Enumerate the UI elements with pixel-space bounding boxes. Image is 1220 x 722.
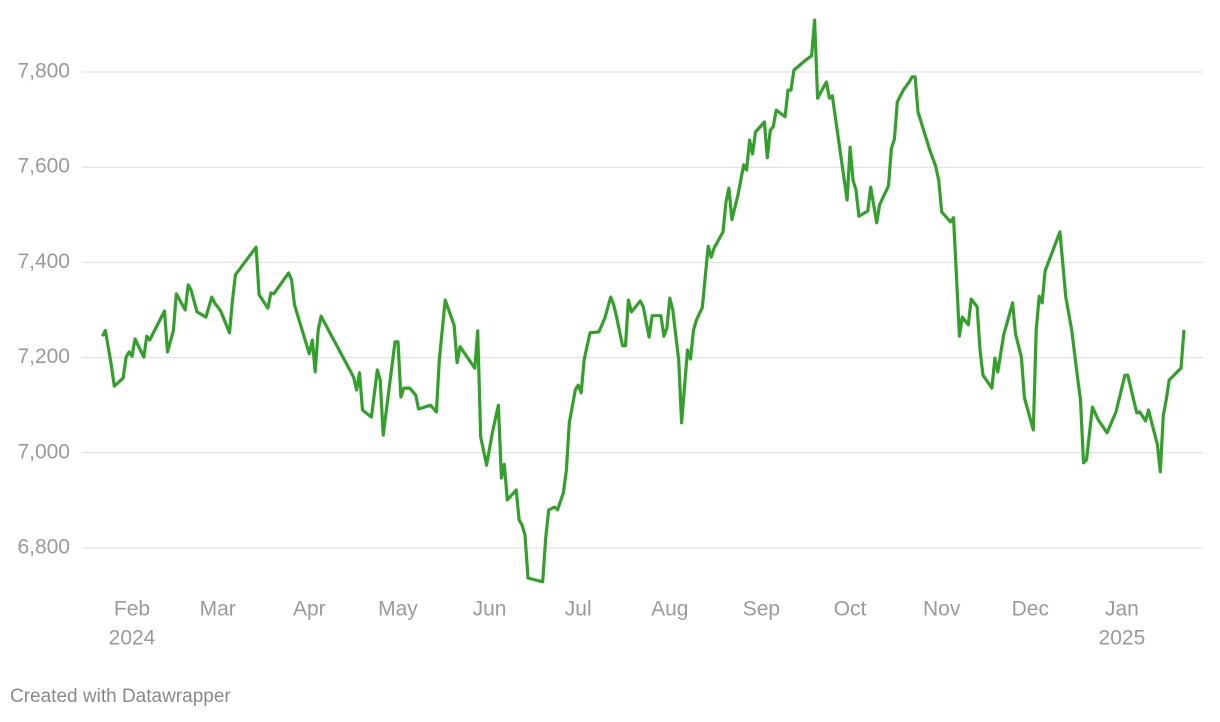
- x-tick-label: Jun: [473, 598, 507, 621]
- line-series: [101, 18, 1186, 584]
- x-tick-label: Oct: [834, 598, 867, 621]
- y-tick-label: 7,800: [17, 60, 70, 83]
- x-tick-label: May: [378, 598, 418, 621]
- y-tick-label: 7,600: [17, 155, 70, 178]
- y-tick-label: 7,000: [17, 440, 70, 463]
- x-tick-label: Jan: [1105, 598, 1139, 621]
- x-year-label: 2025: [1099, 627, 1146, 650]
- x-tick-label: Sep: [743, 598, 780, 621]
- x-tick-label: Nov: [923, 598, 961, 621]
- footer: Created with Datawrapper: [10, 686, 231, 707]
- x-tick-label: Dec: [1012, 598, 1049, 621]
- x-tick-label: Apr: [293, 598, 326, 621]
- x-tick-label: Aug: [651, 598, 688, 621]
- x-tick-label: Mar: [200, 598, 236, 621]
- x-tick-label: Feb: [114, 598, 150, 621]
- x-year-label: 2024: [109, 627, 156, 650]
- y-tick-label: 7,200: [17, 345, 70, 368]
- y-tick-label: 6,800: [17, 536, 70, 559]
- y-tick-label: 7,400: [17, 250, 70, 273]
- x-tick-label: Jul: [565, 598, 592, 621]
